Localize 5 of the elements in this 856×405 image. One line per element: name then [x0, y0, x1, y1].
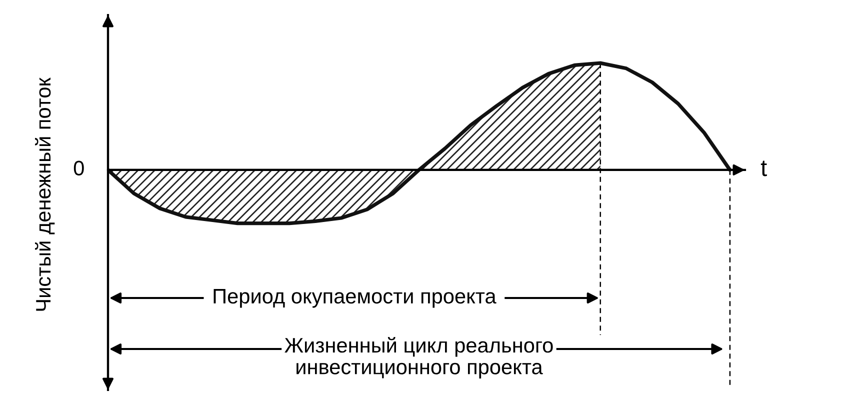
- text: Жизненный цикл реального инвестиционного проекта: [284, 337, 553, 378]
- x-axis-title: t: [760, 160, 767, 176]
- y-axis-title: Чистый денежный поток: [35, 78, 55, 311]
- text: Период окупаемости проекта: [214, 289, 496, 308]
- text: 0: [74, 160, 84, 176]
